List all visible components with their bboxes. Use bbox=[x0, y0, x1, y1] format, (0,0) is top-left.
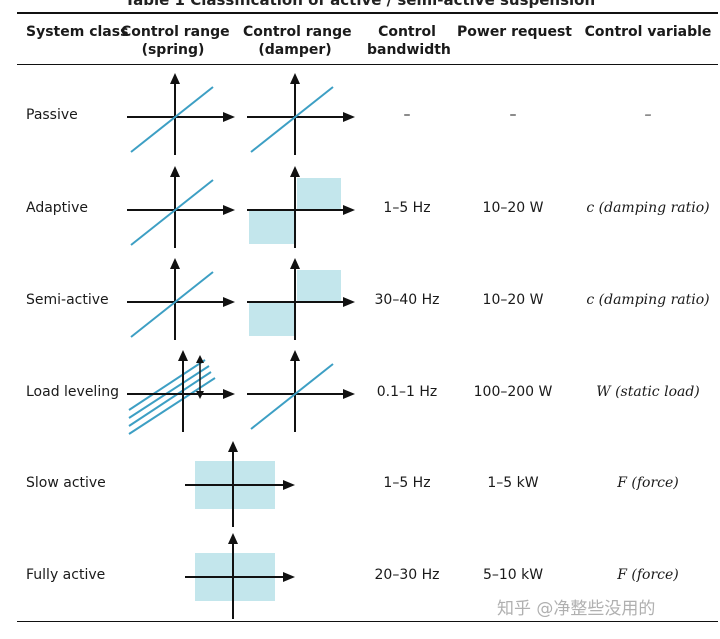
table-row-passive: Passive – – – bbox=[17, 69, 718, 160]
power-request: 1–5 kW bbox=[487, 475, 539, 491]
control-variable: – bbox=[644, 107, 652, 123]
control-bandwidth: 30–40 Hz bbox=[374, 292, 440, 308]
table-row-load-leveling: Load leveling 0.1–1 Hz 100–200 W W (stat… bbox=[17, 346, 718, 437]
y-arrow-icon bbox=[228, 533, 238, 544]
header-bandwidth-line1: Control bbox=[378, 24, 436, 40]
power-request: 5–10 kW bbox=[482, 567, 544, 583]
table-row-semi-active: Semi-active 30–40 Hz 10–20 W c (damping … bbox=[17, 254, 718, 345]
control-bandwidth: – bbox=[403, 107, 411, 123]
x-arrow-icon bbox=[343, 389, 355, 399]
damper-range-plot bbox=[247, 258, 355, 340]
down-arrow-icon bbox=[196, 391, 204, 399]
header-variable: Control variable bbox=[584, 24, 712, 40]
system-class-label: Load leveling bbox=[26, 384, 119, 400]
watermark: 知乎 @净整些没用的 bbox=[497, 599, 656, 619]
y-arrow-icon bbox=[290, 258, 300, 269]
header-bandwidth-line2: bandwidth bbox=[367, 42, 451, 58]
header-damper: Control range (damper) bbox=[243, 23, 352, 59]
x-arrow-icon bbox=[283, 572, 295, 582]
x-arrow-icon bbox=[223, 389, 235, 399]
spring-characteristic-line bbox=[130, 179, 214, 246]
system-class-label: Semi-active bbox=[26, 292, 109, 308]
y-arrow-icon bbox=[178, 350, 188, 361]
x-arrow-icon bbox=[223, 297, 235, 307]
force-range-plot bbox=[185, 533, 295, 619]
damper-characteristic-line bbox=[250, 363, 334, 430]
x-arrow-icon bbox=[223, 112, 235, 122]
spring-characteristic-line bbox=[130, 271, 214, 338]
power-request: 10–20 W bbox=[482, 292, 544, 308]
spring-range-plot bbox=[127, 73, 235, 155]
spring-range-plot bbox=[127, 350, 235, 435]
y-arrow-icon bbox=[290, 350, 300, 361]
system-class-label: Fully active bbox=[26, 567, 106, 583]
damper-range-plot bbox=[247, 350, 355, 432]
x-arrow-icon bbox=[223, 205, 235, 215]
power-request: 100–200 W bbox=[473, 384, 553, 400]
suspension-classification-table: System class Control range (spring) Cont… bbox=[17, 12, 718, 622]
table-caption: Table 1 Classification of active / semi-… bbox=[124, 0, 596, 9]
header-bandwidth: Control bandwidth bbox=[367, 23, 451, 59]
control-region-lower bbox=[249, 211, 295, 244]
spring-range-plot bbox=[127, 258, 235, 340]
spring-range-plot bbox=[127, 166, 235, 248]
spring-characteristic-line bbox=[128, 359, 206, 411]
system-class-label: Passive bbox=[26, 107, 78, 123]
control-region-lower bbox=[249, 303, 295, 336]
header-damper-line2: (damper) bbox=[258, 42, 332, 58]
spring-characteristic-line bbox=[128, 377, 216, 435]
header-system-class: System class bbox=[26, 24, 129, 40]
table-row-slow-active: Slow active 1–5 Hz 1–5 kW F (force) bbox=[17, 437, 718, 528]
x-arrow-icon bbox=[343, 297, 355, 307]
table-header: System class Control range (spring) Cont… bbox=[17, 14, 718, 65]
power-request: 10–20 W bbox=[482, 200, 544, 216]
control-bandwidth: 20–30 Hz bbox=[374, 567, 440, 583]
control-region-upper bbox=[297, 178, 341, 211]
system-class-label: Slow active bbox=[26, 475, 106, 491]
y-arrow-icon bbox=[290, 166, 300, 177]
x-arrow-icon bbox=[343, 205, 355, 215]
spring-characteristic-line bbox=[130, 86, 214, 153]
control-bandwidth: 1–5 Hz bbox=[383, 475, 431, 491]
x-arrow-icon bbox=[343, 112, 355, 122]
control-region-upper bbox=[297, 270, 341, 303]
force-range-plot bbox=[185, 441, 295, 527]
header-spring: Control range (spring) bbox=[121, 23, 230, 59]
spring-characteristic-line bbox=[128, 371, 212, 427]
header-power: Power request bbox=[457, 24, 572, 40]
up-arrow-icon bbox=[196, 355, 204, 363]
y-arrow-icon bbox=[290, 73, 300, 84]
control-variable: c (damping ratio) bbox=[586, 292, 710, 308]
y-arrow-icon bbox=[170, 73, 180, 84]
damper-range-plot bbox=[247, 166, 355, 248]
y-arrow-icon bbox=[170, 258, 180, 269]
table-row-adaptive: Adaptive 1–5 Hz 10–20 W c (damping ratio… bbox=[17, 162, 718, 253]
header-damper-line1: Control range bbox=[243, 24, 352, 40]
damper-characteristic-line bbox=[250, 86, 334, 153]
x-arrow-icon bbox=[283, 480, 295, 490]
control-variable: F (force) bbox=[617, 475, 679, 491]
table-row-fully-active: Fully active 20–30 Hz 5–10 kW F (force) bbox=[17, 529, 718, 620]
control-bandwidth: 0.1–1 Hz bbox=[376, 384, 438, 400]
control-bandwidth: 1–5 Hz bbox=[383, 200, 431, 216]
control-variable: F (force) bbox=[617, 567, 679, 583]
y-arrow-icon bbox=[170, 166, 180, 177]
power-request: – bbox=[509, 107, 517, 123]
control-variable: c (damping ratio) bbox=[586, 200, 710, 216]
y-arrow-icon bbox=[228, 441, 238, 452]
damper-range-plot bbox=[247, 73, 355, 155]
header-spring-line2: (spring) bbox=[141, 42, 205, 58]
control-variable: W (static load) bbox=[596, 384, 700, 400]
spring-characteristic-line bbox=[128, 365, 210, 419]
system-class-label: Adaptive bbox=[26, 200, 88, 216]
header-spring-line1: Control range bbox=[121, 24, 230, 40]
